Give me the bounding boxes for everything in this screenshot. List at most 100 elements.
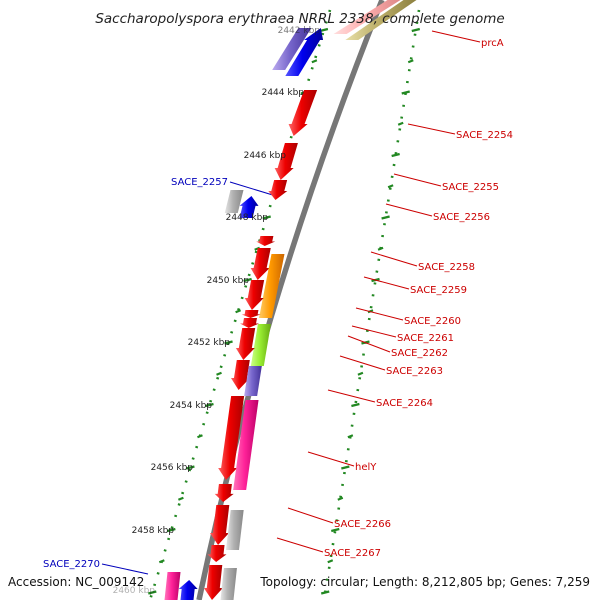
gene-label-sace-2270[interactable]: SACE_2270 xyxy=(43,559,100,570)
scale-label: 2456 kbp xyxy=(151,463,194,473)
leader-line xyxy=(393,173,442,187)
inner-tick xyxy=(158,559,165,564)
inner-tick xyxy=(216,371,222,376)
gene-label-sace-2263[interactable]: SACE_2263 xyxy=(386,366,443,377)
inner-tick xyxy=(262,215,271,220)
gene-label-sace-2266[interactable]: SACE_2266 xyxy=(334,519,391,530)
gene-features xyxy=(164,0,417,600)
gene-label-sace-2257[interactable]: SACE_2257 xyxy=(171,177,228,188)
outer-tick xyxy=(407,59,414,64)
leader-line xyxy=(287,507,334,524)
scale-label: 2446 kbp xyxy=(244,151,287,161)
scale-label: 2442 kbp xyxy=(278,26,321,36)
feature-pink[interactable] xyxy=(333,0,401,34)
gene-label-sace-2260[interactable]: SACE_2260 xyxy=(404,316,461,327)
inner-tick xyxy=(243,277,252,283)
gene-label-helY[interactable]: helY xyxy=(355,462,377,473)
scale-label: 2450 kbp xyxy=(207,276,250,286)
feature-sace-2262[interactable] xyxy=(250,324,271,366)
feature-sace-2266a[interactable] xyxy=(214,484,234,502)
gene-label-sace-2264[interactable]: SACE_2264 xyxy=(376,398,433,409)
feature-helY-red[interactable] xyxy=(218,396,245,480)
outer-tick xyxy=(320,590,330,595)
feature-sace-2257-gray[interactable] xyxy=(224,190,244,213)
leader-line xyxy=(363,276,410,290)
feature-sace-2258a[interactable] xyxy=(256,236,276,246)
inner-tick xyxy=(205,402,214,408)
scale-label: 2448 kbp xyxy=(226,213,269,223)
leader-line xyxy=(407,123,456,135)
feature-sace-2266[interactable] xyxy=(209,505,230,545)
gene-label-sace-2267[interactable]: SACE_2267 xyxy=(324,548,381,559)
leader-line xyxy=(339,355,386,371)
inner-tick xyxy=(197,434,203,439)
feature-sace-2264[interactable] xyxy=(244,366,262,396)
outer-tick xyxy=(347,434,354,439)
scale-label: 2458 kbp xyxy=(132,526,175,536)
feature-sace-2256[interactable] xyxy=(268,180,288,200)
outer-tick xyxy=(337,496,344,501)
feature-blue-reverse[interactable] xyxy=(285,28,324,76)
feature-sace-2264a[interactable] xyxy=(230,360,250,390)
leader-line xyxy=(327,389,376,403)
feature-sace-2254[interactable] xyxy=(288,90,318,136)
outer-tick xyxy=(377,246,384,251)
feature-sace-2261[interactable] xyxy=(241,310,261,318)
feature-purple-reverse[interactable] xyxy=(272,28,312,70)
scale-label: 2444 kbp xyxy=(262,88,305,98)
genome-summary-text: Topology: circular; Length: 8,212,805 bp… xyxy=(259,575,590,589)
feature-sace-2260[interactable] xyxy=(244,280,265,310)
feature-sace-2268-gray[interactable] xyxy=(220,568,237,600)
scale-label: 2452 kbp xyxy=(188,338,231,348)
label-leader-lines xyxy=(101,30,481,575)
feature-sace-2263[interactable] xyxy=(235,328,256,360)
outer-tick xyxy=(381,215,390,220)
feature-sace-2268[interactable] xyxy=(203,565,223,600)
gene-label-sace-2256[interactable]: SACE_2256 xyxy=(433,212,490,223)
inner-tick xyxy=(311,59,318,64)
feature-sace-2270-mag[interactable] xyxy=(164,572,181,600)
outer-tick xyxy=(397,121,404,126)
leader-line xyxy=(355,307,404,321)
inner-tick xyxy=(224,340,233,345)
tick-marks xyxy=(148,27,421,595)
reverse-gene-labels: SACE_2257 SACE_2270 xyxy=(43,177,228,570)
gene-label-sace-2258[interactable]: SACE_2258 xyxy=(418,262,475,273)
feature-sace-2267[interactable] xyxy=(207,545,227,562)
scale-label: 2460 kbp xyxy=(113,586,156,596)
feature-prcA[interactable] xyxy=(345,0,417,40)
outer-tick xyxy=(411,27,421,33)
feature-sace-2257[interactable] xyxy=(239,196,259,218)
leader-line xyxy=(385,203,433,217)
leader-line xyxy=(351,325,397,338)
outer-tick xyxy=(357,371,364,376)
outer-tick-ring xyxy=(322,9,421,600)
leader-line xyxy=(431,30,481,43)
feature-sace-2259[interactable] xyxy=(258,254,285,318)
gene-label-sace-2259[interactable]: SACE_2259 xyxy=(410,285,467,296)
gene-label-sace-2254[interactable]: SACE_2254 xyxy=(456,130,513,141)
leader-line xyxy=(229,181,277,197)
outer-tick xyxy=(331,527,340,533)
outer-tick xyxy=(387,184,394,189)
outer-tick xyxy=(401,90,410,95)
map-title: Saccharopolyspora erythraea NRRL 2338, c… xyxy=(95,11,504,27)
scale-label: 2454 kbp xyxy=(170,401,213,411)
outer-tick xyxy=(351,402,360,408)
feature-sace-2266-gray[interactable] xyxy=(225,510,244,550)
leader-line xyxy=(347,335,391,353)
feature-sace-2258[interactable] xyxy=(250,248,271,280)
feature-helY[interactable] xyxy=(233,400,259,490)
inner-tick xyxy=(148,590,157,595)
gene-label-sace-2262[interactable]: SACE_2262 xyxy=(391,348,448,359)
outer-tick xyxy=(391,152,400,158)
leader-line xyxy=(370,251,418,267)
gene-label-sace-2255[interactable]: SACE_2255 xyxy=(442,182,499,193)
feature-sace-2270[interactable] xyxy=(178,580,198,600)
gene-label-prcA[interactable]: prcA xyxy=(481,38,504,49)
gene-label-sace-2261[interactable]: SACE_2261 xyxy=(397,333,454,344)
inner-tick xyxy=(167,527,176,533)
feature-sace-2255[interactable] xyxy=(274,143,298,180)
feature-sace-2262a[interactable] xyxy=(240,318,260,328)
